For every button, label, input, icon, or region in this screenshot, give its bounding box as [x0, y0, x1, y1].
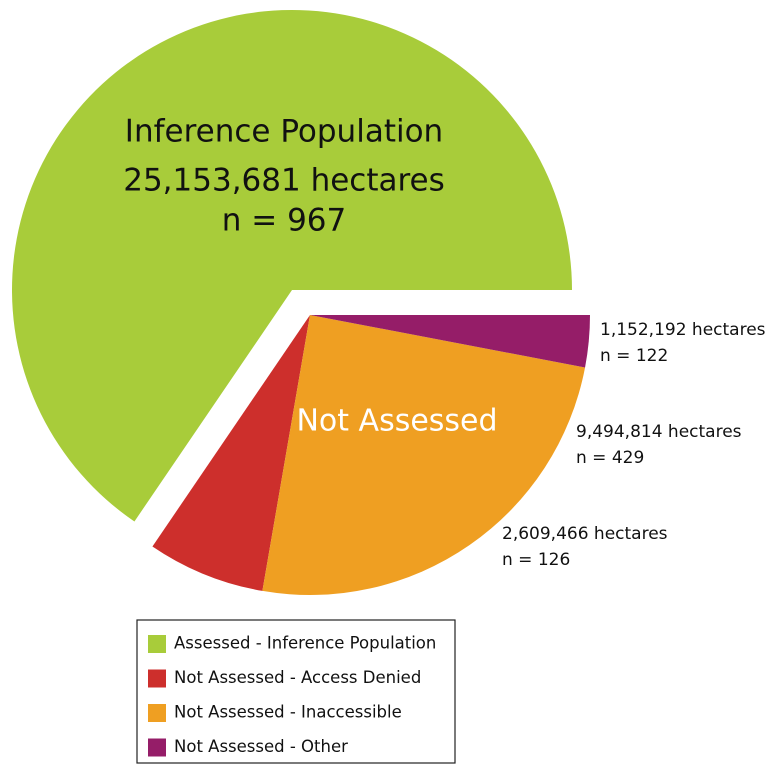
slice-annotation: Inference Population	[125, 114, 443, 150]
slice-count-label: n = 126	[502, 550, 570, 570]
slices	[11, 9, 590, 595]
slice-count-label: n = 967	[222, 203, 347, 239]
labels: Inference Population 25,153,681 hectares n…	[123, 114, 765, 571]
legend-label: Not Assessed - Inaccessible	[174, 703, 402, 722]
legend-swatch	[148, 635, 166, 653]
legend-label: Assessed - Inference Population	[174, 634, 436, 653]
slice-count-label: n = 122	[600, 346, 668, 366]
legend-box	[136, 619, 456, 764]
legend-label: Not Assessed - Access Denied	[174, 668, 421, 687]
slice-count-label: n = 429	[576, 448, 644, 468]
legend-label: Not Assessed - Other	[174, 737, 348, 756]
legend: Assessed - Inference Population Not Asses…	[148, 634, 436, 757]
pie-slice	[262, 315, 586, 595]
legend-swatch	[148, 704, 166, 722]
legend-swatch	[148, 738, 166, 757]
pie-slice	[310, 315, 590, 368]
slice-value-label: 25,153,681 hectares	[123, 163, 445, 199]
pie-slice	[152, 315, 310, 591]
slice-value-label: 1,152,192 hectares	[600, 320, 766, 340]
slice-value-label: 9,494,814 hectares	[576, 422, 742, 442]
legend-swatch	[148, 669, 166, 688]
pie-slice	[11, 9, 572, 522]
slice-value-label: 2,609,466 hectares	[502, 524, 668, 544]
group-annotation: Not Assessed	[296, 404, 497, 439]
